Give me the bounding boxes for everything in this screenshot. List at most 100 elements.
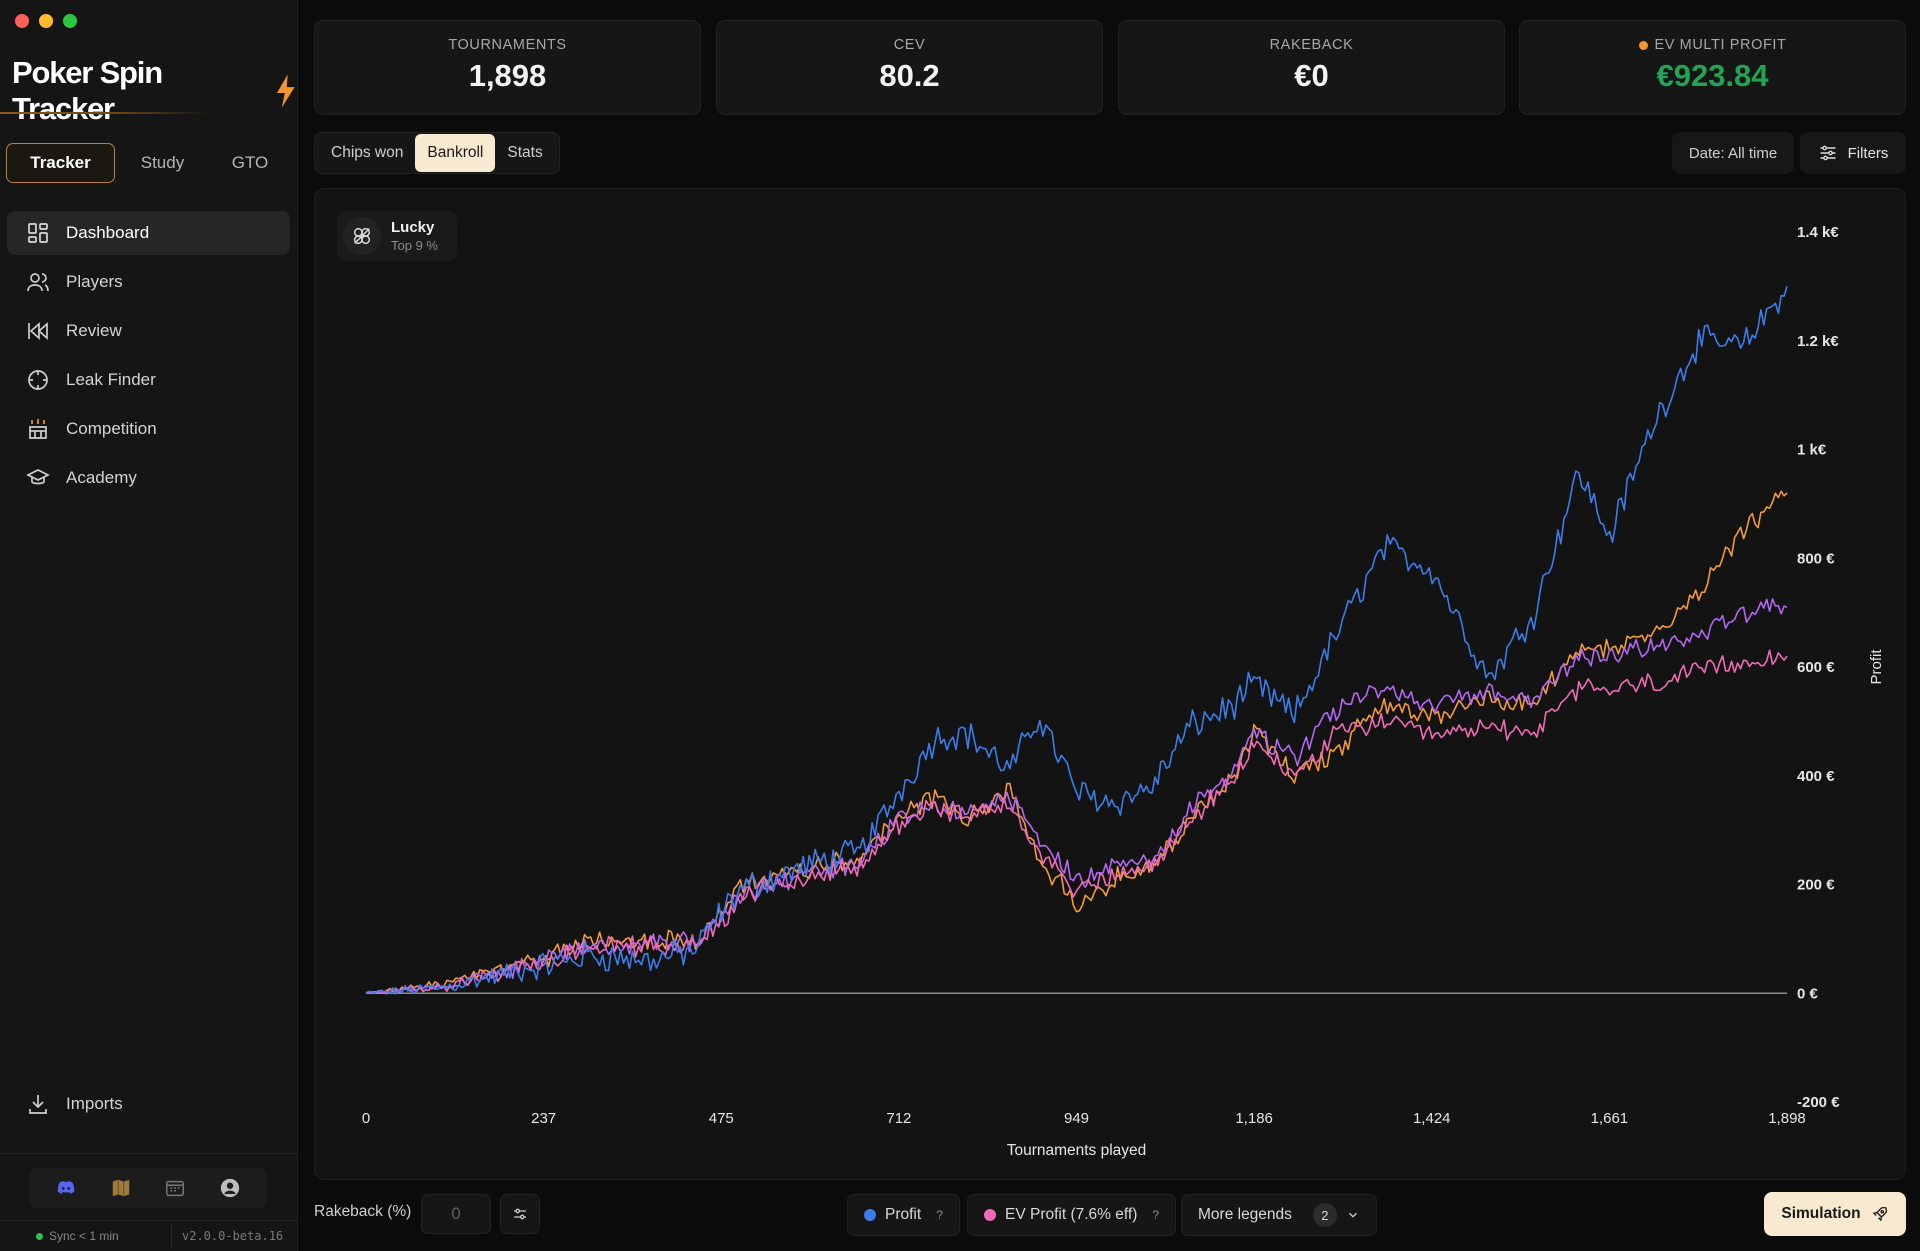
y-tick-label: 600 € <box>1797 659 1835 676</box>
x-tick-label: 1,186 <box>1235 1110 1273 1127</box>
chart-panel: 1.4 k€ 1.2 k€ 1 k€ 800 € 600 € 400 € 200 € 0 € -… <box>314 188 1906 1180</box>
dashboard-icon <box>28 223 48 243</box>
sidebar-item-label: Review <box>66 321 122 340</box>
y-tick-label: 1.4 k€ <box>1797 224 1839 241</box>
x-tick-label: 1,424 <box>1413 1110 1451 1127</box>
legend-profit[interactable]: Profit ? <box>847 1194 960 1236</box>
date-filter-button[interactable]: Date: All time <box>1672 132 1794 174</box>
sidebar: Poker Spin Tracker Tracker Study GTO Das… <box>0 0 298 1251</box>
window-controls <box>15 14 77 28</box>
mode-switcher: Tracker Study GTO <box>6 143 290 183</box>
x-tick-label: 0 <box>362 1110 370 1127</box>
divider <box>0 1220 298 1221</box>
app-logo: Poker Spin Tracker <box>12 55 297 127</box>
sidebar-item-leak-finder[interactable]: Leak Finder <box>7 358 290 402</box>
download-icon <box>29 1095 47 1114</box>
status-dot <box>36 1232 43 1240</box>
legend-ev-profit[interactable]: EV Profit (7.6% eff) ? <box>967 1194 1177 1236</box>
sidebar-item-competition[interactable]: Competition <box>7 407 290 451</box>
series-line-1 <box>365 490 1788 995</box>
series-line-0 <box>365 286 1788 995</box>
stat-value: €0 <box>1294 58 1329 93</box>
stat-card-tournaments: TOURNAMENTS 1,898 <box>314 20 701 115</box>
close-window-button[interactable] <box>15 14 29 28</box>
divider <box>171 1224 172 1248</box>
minimize-window-button[interactable] <box>39 14 53 28</box>
chart-tabs: Chips won Bankroll Stats <box>314 132 560 174</box>
rakeback-settings-button[interactable] <box>500 1194 540 1234</box>
tab-bankroll[interactable]: Bankroll <box>415 134 496 172</box>
clover-icon <box>343 217 381 255</box>
help-icon[interactable]: ? <box>936 1208 943 1222</box>
y-tick-label: 800 € <box>1797 550 1835 567</box>
logo-underline <box>0 112 298 114</box>
sidebar-item-academy[interactable]: Academy <box>7 456 290 500</box>
map-button[interactable] <box>108 1175 134 1201</box>
mode-study[interactable]: Study <box>140 153 185 172</box>
sliders-icon <box>514 1208 526 1220</box>
legend-label: EV Profit (7.6% eff) <box>1005 1206 1138 1223</box>
filters-button[interactable]: Filters <box>1800 132 1906 174</box>
sidebar-item-review[interactable]: Review <box>7 309 290 353</box>
x-tick-label: 475 <box>709 1110 734 1127</box>
help-icon[interactable]: ? <box>1152 1208 1160 1222</box>
x-tick-label: 949 <box>1064 1110 1089 1127</box>
social-bar <box>29 1168 267 1208</box>
sidebar-item-label: Competition <box>66 419 157 438</box>
profile-button[interactable] <box>217 1175 243 1201</box>
divider <box>0 1153 298 1154</box>
badge-subtitle: Top 9 % <box>391 238 438 253</box>
stat-value: 80.2 <box>879 58 940 93</box>
discord-icon <box>58 1181 75 1194</box>
y-tick-label: 1 k€ <box>1797 442 1827 459</box>
more-legends-dropdown[interactable]: More legends 2 <box>1181 1194 1377 1236</box>
sidebar-item-label: Leak Finder <box>66 370 156 389</box>
stat-card-rakeback: RAKEBACK €0 <box>1118 20 1505 115</box>
mode-gto[interactable]: GTO <box>231 153 269 172</box>
rewind-icon <box>28 322 48 340</box>
rocket-icon <box>1872 1206 1887 1222</box>
sidebar-nav: Dashboard Players Review Leak Finder Com… <box>7 211 290 505</box>
luck-badge[interactable]: Lucky Top 9 % <box>337 211 457 261</box>
status-dot <box>1638 40 1648 50</box>
tab-stats[interactable]: Stats <box>507 144 543 161</box>
x-axis-label: Tournaments played <box>1007 1142 1147 1159</box>
calendar-button[interactable] <box>162 1175 188 1201</box>
chevron-down-icon <box>1348 1212 1357 1218</box>
tab-chips-won[interactable]: Chips won <box>331 144 404 161</box>
stat-label: TOURNAMENTS <box>448 37 567 53</box>
x-tick-label: 1,898 <box>1768 1110 1806 1127</box>
legend-swatch <box>984 1209 996 1221</box>
mode-tracker[interactable]: Tracker <box>6 143 115 183</box>
app-version: v2.0.0-beta.16 <box>182 1229 284 1243</box>
bankroll-chart: 1.4 k€ 1.2 k€ 1 k€ 800 € 600 € 400 € 200 € 0 € -… <box>362 224 1885 1159</box>
y-tick-label: 200 € <box>1797 877 1835 894</box>
map-icon <box>112 1179 129 1197</box>
discord-button[interactable] <box>53 1175 79 1201</box>
sidebar-item-label: Dashboard <box>66 223 150 242</box>
sidebar-item-dashboard[interactable]: Dashboard <box>7 211 290 255</box>
maximize-window-button[interactable] <box>63 14 77 28</box>
sidebar-item-imports[interactable]: Imports <box>7 1082 290 1126</box>
stat-label: EV MULTI PROFIT <box>1520 37 1905 53</box>
y-axis-label: Profit <box>1868 649 1885 685</box>
y-tick-label: 1.2 k€ <box>1797 333 1839 350</box>
users-icon <box>27 273 49 292</box>
rakeback-input[interactable] <box>421 1194 491 1234</box>
sidebar-item-players[interactable]: Players <box>7 260 290 304</box>
simulation-button[interactable]: Simulation <box>1764 1192 1906 1236</box>
sync-text: Sync < 1 min <box>49 1229 119 1243</box>
stat-value: 1,898 <box>468 58 547 93</box>
stat-card-ev-multi-profit: EV MULTI PROFIT €923.84 <box>1519 20 1906 115</box>
stat-label: RAKEBACK <box>1269 37 1354 53</box>
legend-swatch <box>864 1209 876 1221</box>
legend-label: Profit <box>885 1206 922 1223</box>
series-line-3 <box>365 649 1788 994</box>
app-name: Poker Spin Tracker <box>12 55 163 126</box>
sync-status: Sync < 1 min <box>36 1229 119 1243</box>
crosshair-icon <box>28 370 48 390</box>
x-tick-label: 712 <box>886 1110 911 1127</box>
sidebar-item-label: Academy <box>66 468 137 487</box>
stat-card-cev: CEV 80.2 <box>716 20 1103 115</box>
badge-title: Lucky <box>391 219 435 236</box>
